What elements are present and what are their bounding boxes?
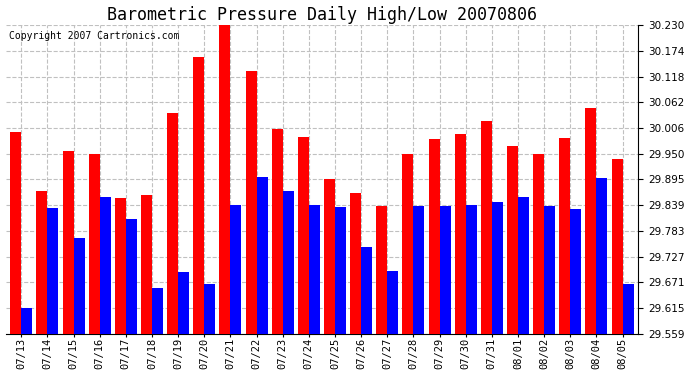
- Bar: [570, 209, 581, 334]
- Bar: [611, 159, 622, 334]
- Bar: [622, 284, 633, 334]
- Bar: [428, 139, 440, 334]
- Bar: [283, 191, 294, 334]
- Bar: [402, 154, 413, 334]
- Bar: [167, 112, 178, 334]
- Bar: [89, 154, 99, 334]
- Bar: [492, 202, 503, 334]
- Title: Barometric Pressure Daily High/Low 20070806: Barometric Pressure Daily High/Low 20070…: [107, 6, 537, 24]
- Bar: [257, 177, 268, 334]
- Bar: [413, 206, 424, 334]
- Bar: [37, 191, 48, 334]
- Bar: [246, 71, 257, 334]
- Text: Copyright 2007 Cartronics.com: Copyright 2007 Cartronics.com: [9, 31, 179, 41]
- Bar: [387, 272, 398, 334]
- Bar: [21, 308, 32, 334]
- Bar: [455, 134, 466, 334]
- Bar: [585, 108, 596, 334]
- Bar: [440, 206, 451, 334]
- Bar: [350, 193, 361, 334]
- Bar: [481, 121, 492, 334]
- Bar: [298, 136, 309, 334]
- Bar: [335, 207, 346, 334]
- Bar: [596, 178, 607, 334]
- Bar: [533, 154, 544, 334]
- Bar: [466, 205, 477, 334]
- Bar: [115, 198, 126, 334]
- Bar: [230, 205, 241, 334]
- Bar: [309, 205, 319, 334]
- Bar: [126, 219, 137, 334]
- Bar: [560, 138, 570, 334]
- Bar: [48, 208, 59, 334]
- Bar: [193, 57, 204, 334]
- Bar: [204, 284, 215, 334]
- Bar: [507, 146, 518, 334]
- Bar: [376, 206, 387, 334]
- Bar: [141, 195, 152, 334]
- Bar: [99, 197, 110, 334]
- Bar: [74, 238, 84, 334]
- Bar: [63, 151, 74, 334]
- Bar: [272, 129, 283, 334]
- Bar: [361, 247, 372, 334]
- Bar: [10, 132, 21, 334]
- Bar: [152, 288, 163, 334]
- Bar: [324, 179, 335, 334]
- Bar: [544, 206, 555, 334]
- Bar: [518, 197, 529, 334]
- Bar: [178, 272, 189, 334]
- Bar: [219, 21, 230, 334]
